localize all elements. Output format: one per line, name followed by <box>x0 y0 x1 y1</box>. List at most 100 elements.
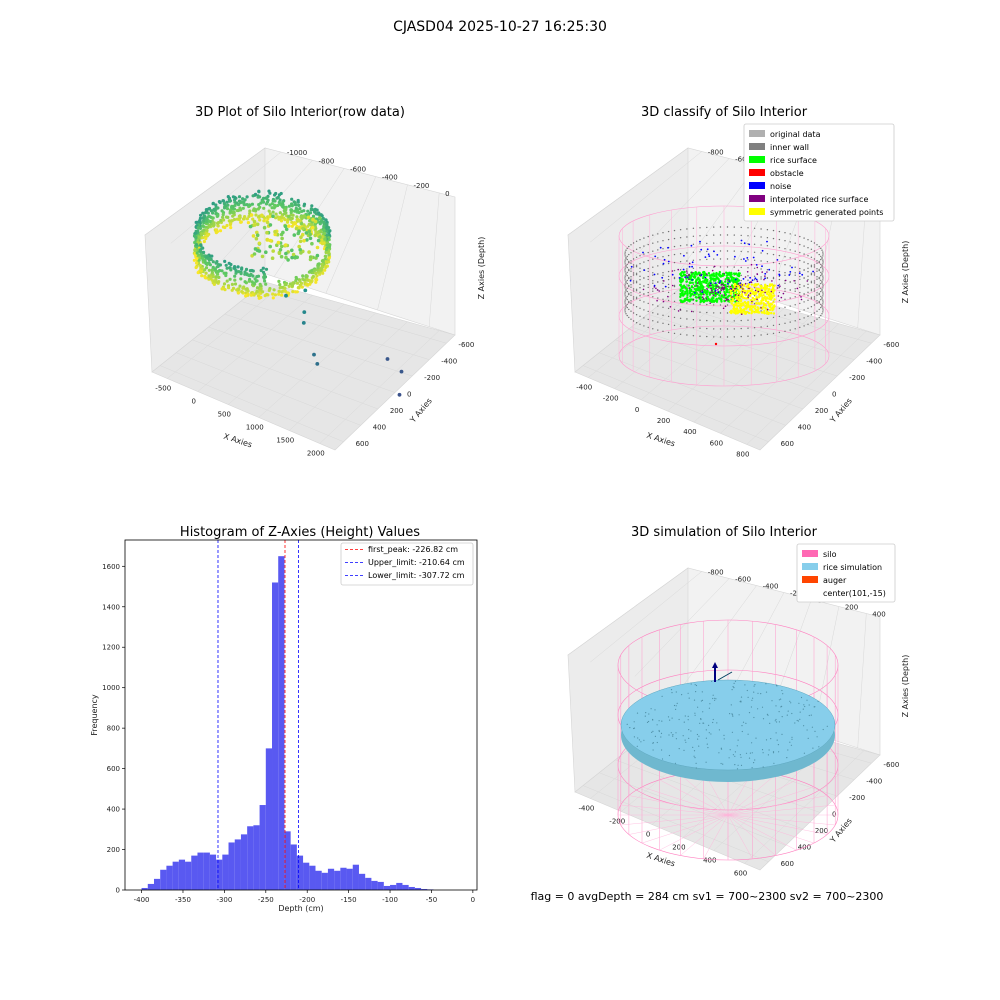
legend-label: symmetric generated points <box>770 208 883 217</box>
data-point <box>315 208 319 212</box>
noise-point <box>691 261 694 264</box>
interpolated-point <box>744 292 746 294</box>
inner-wall-point <box>692 335 695 337</box>
data-point <box>194 235 198 239</box>
rice-point <box>765 683 767 685</box>
rice-point <box>660 736 662 738</box>
inner-wall-point <box>673 316 676 319</box>
data-point <box>276 240 281 245</box>
rice-point <box>748 757 751 759</box>
data-point <box>271 214 275 218</box>
inner-wall-point <box>816 244 818 246</box>
symmetric-point <box>738 304 741 307</box>
interpolated-point <box>712 294 715 297</box>
rice-point <box>712 694 714 696</box>
data-point <box>319 239 323 243</box>
symmetric-point <box>773 289 776 292</box>
legend-swatch <box>749 156 765 163</box>
inner-wall-point <box>772 253 775 256</box>
inner-wall-point <box>679 269 682 271</box>
inner-wall-point <box>624 311 626 313</box>
inner-wall-point <box>822 285 824 287</box>
inner-wall-point <box>822 271 824 273</box>
data-point <box>247 279 251 283</box>
y-tick-label: 200 <box>107 846 120 854</box>
inner-wall-point <box>632 242 635 244</box>
inner-wall-point <box>662 288 664 290</box>
histogram-bar <box>383 885 391 890</box>
data-point <box>325 233 329 237</box>
inner-wall-point <box>667 275 670 278</box>
rice-point <box>732 715 734 717</box>
data-point <box>322 221 326 225</box>
inner-wall-point <box>821 289 823 291</box>
data-point <box>264 250 268 254</box>
grid-line <box>256 288 447 344</box>
symmetric-point <box>741 295 744 298</box>
symmetric-point <box>745 285 748 288</box>
inner-wall-point <box>740 258 742 261</box>
inner-wall-point <box>726 336 729 338</box>
interpolated-point <box>710 291 712 294</box>
inner-wall-point <box>799 270 801 273</box>
inner-wall-point <box>726 304 729 306</box>
inner-wall-point <box>624 295 626 297</box>
data-point <box>222 282 227 286</box>
inner-wall-point <box>673 245 676 248</box>
y-tick-label: -400 <box>866 358 882 366</box>
inner-wall-point <box>799 286 801 289</box>
data-point <box>325 222 329 226</box>
symmetric-point <box>766 297 770 300</box>
rice-surface-point <box>689 298 693 301</box>
data-point <box>306 224 310 228</box>
interpolated-point <box>741 284 744 286</box>
inner-wall-point <box>624 271 626 273</box>
data-point <box>202 250 206 254</box>
inner-wall-point <box>760 268 762 270</box>
x-tick-label: -300 <box>216 896 232 904</box>
rice-point <box>633 727 635 730</box>
symmetric-point <box>739 307 743 311</box>
rice-surface-point <box>713 277 716 281</box>
rice-surface-point <box>713 274 716 278</box>
inner-wall-point <box>818 245 820 248</box>
rice-surface-point <box>683 270 686 274</box>
data-point <box>205 228 209 233</box>
inner-wall-point <box>733 266 735 268</box>
inner-wall-point <box>652 272 654 274</box>
symmetric-point <box>732 307 736 310</box>
inner-wall-point <box>667 307 670 310</box>
rice-point <box>826 725 828 727</box>
inner-wall-point <box>807 275 809 277</box>
noise-point <box>659 246 662 249</box>
noise-point <box>748 243 751 246</box>
data-point <box>306 209 310 213</box>
inner-wall-point <box>692 267 695 269</box>
inner-wall-point <box>810 274 813 276</box>
inner-wall-point <box>816 294 818 296</box>
symmetric-point <box>749 305 752 308</box>
histogram-bar <box>265 748 273 890</box>
inner-wall-point <box>810 240 813 242</box>
interpolated-point <box>719 292 722 295</box>
noise-point <box>764 277 766 280</box>
noise-point <box>704 276 707 279</box>
rice-point <box>675 738 678 740</box>
rice-point <box>698 745 700 747</box>
data-point <box>195 251 199 255</box>
rice-point <box>700 700 703 702</box>
rice-point <box>781 733 783 736</box>
inner-wall-point <box>713 234 715 236</box>
inner-wall-point <box>778 315 781 318</box>
data-point <box>235 288 239 292</box>
data-point <box>210 268 214 272</box>
rice-point <box>806 729 808 731</box>
inner-wall-point <box>625 289 627 291</box>
inner-wall-point <box>726 328 729 330</box>
legend-swatch <box>749 169 765 176</box>
inner-wall-point <box>816 270 818 272</box>
data-point <box>278 198 282 202</box>
noise-point <box>678 277 681 279</box>
data-point <box>277 217 281 221</box>
